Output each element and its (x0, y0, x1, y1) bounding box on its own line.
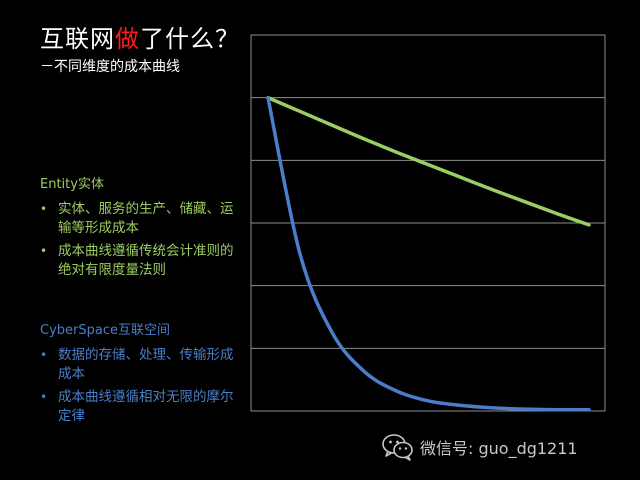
entity-cost-line (266, 95, 591, 227)
page-subtitle: －不同维度的成本曲线 (40, 59, 180, 75)
cyber-bullet-list: • 数据的存储、处理、传输形成成本 • 成本曲线遵循相对无限的摩尔定律 (40, 346, 245, 426)
title-text-start: 互联网 (40, 25, 115, 53)
cyber-cost-line (266, 95, 591, 412)
title-text-end: 了什么？ (140, 25, 240, 53)
bullet-icon: • (40, 348, 48, 362)
watermark-text: 微信号: guo_dg1211 (420, 439, 578, 458)
entity-bullet-text: 成本曲线遵循传统会计准则的绝对有限度量法则 (58, 243, 234, 278)
list-item: • 成本曲线遵循传统会计准则的绝对有限度量法则 (40, 242, 245, 280)
entity-block: Entity实体 • 实体、服务的生产、储藏、运输等形成成本 • 成本曲线遵循传… (40, 176, 245, 284)
cyber-block: CyberSpace互联空间 • 数据的存储、处理、传输形成成本 • 成本曲线遵… (40, 322, 245, 430)
cost-curve-chart (250, 34, 606, 412)
entity-heading: Entity实体 (40, 177, 104, 192)
cyber-heading: CyberSpace互联空间 (40, 323, 170, 338)
watermark: 微信号: guo_dg1211 (382, 432, 578, 462)
bullet-icon: • (40, 202, 48, 216)
list-item: • 实体、服务的生产、储藏、运输等形成成本 (40, 200, 245, 238)
entity-bullet-list: • 实体、服务的生产、储藏、运输等形成成本 • 成本曲线遵循传统会计准则的绝对有… (40, 200, 245, 280)
chart-series (266, 95, 591, 412)
entity-bullet-text: 实体、服务的生产、储藏、运输等形成成本 (58, 201, 234, 236)
cyber-bullet-text: 成本曲线遵循相对无限的摩尔定律 (58, 389, 234, 424)
list-item: • 成本曲线遵循相对无限的摩尔定律 (40, 388, 245, 426)
wechat-icon (382, 434, 413, 461)
title-text-highlight: 做 (115, 25, 140, 53)
page-title: 互联网做了什么？ (40, 25, 240, 53)
cyber-bullet-text: 数据的存储、处理、传输形成成本 (58, 347, 234, 382)
bullet-icon: • (40, 390, 48, 404)
list-item: • 数据的存储、处理、传输形成成本 (40, 346, 245, 384)
chart-grid (250, 34, 606, 412)
bullet-icon: • (40, 244, 48, 258)
